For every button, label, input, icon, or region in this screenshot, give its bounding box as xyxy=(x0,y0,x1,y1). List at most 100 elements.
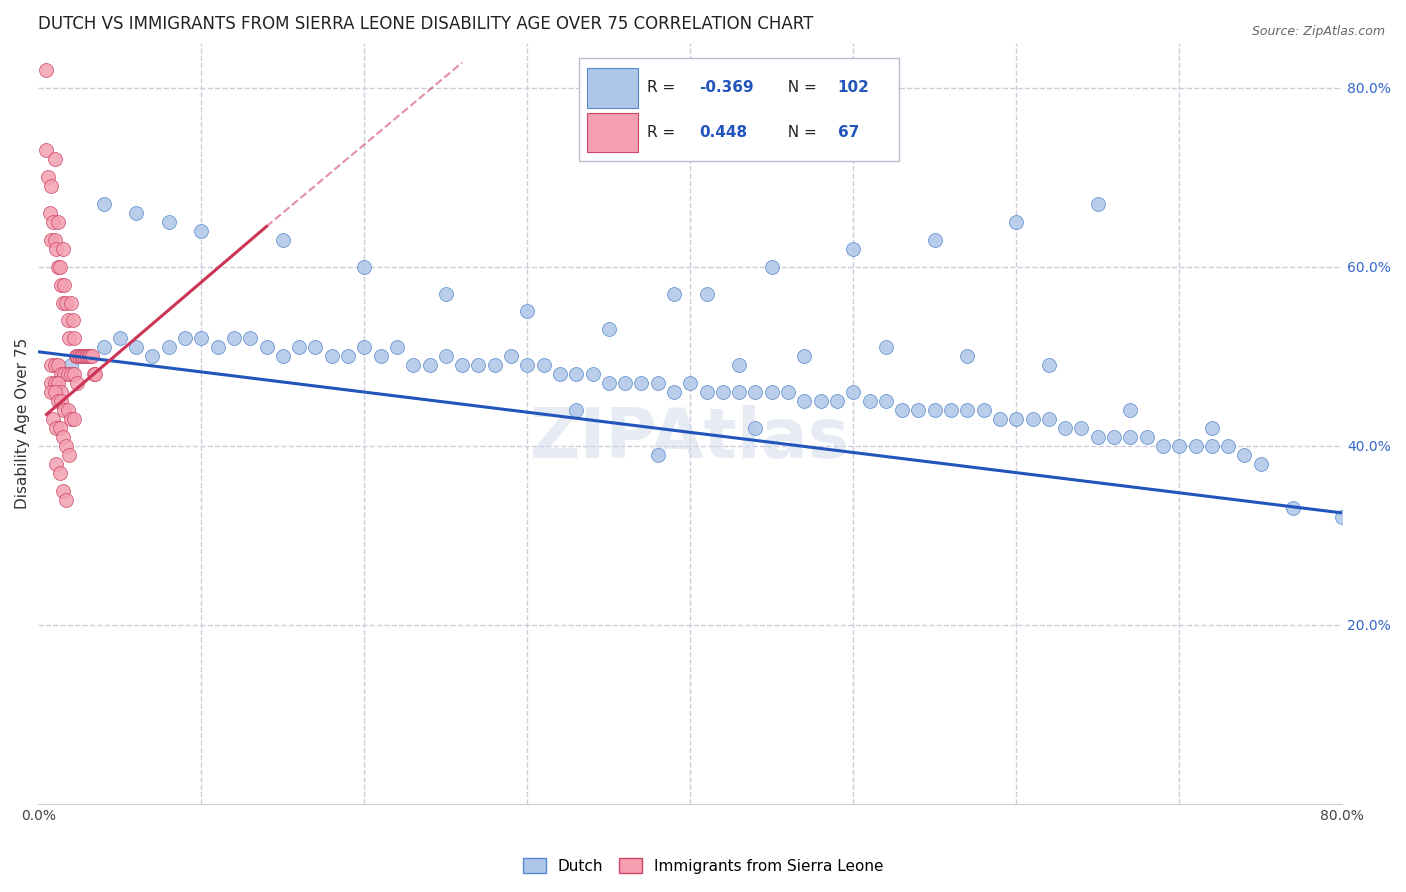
Point xyxy=(696,385,718,400)
Point xyxy=(52,242,75,256)
Point xyxy=(728,358,751,372)
Point xyxy=(75,349,97,363)
Point xyxy=(76,349,98,363)
Point xyxy=(66,376,89,391)
Point xyxy=(190,224,212,238)
Point xyxy=(858,394,880,409)
Point xyxy=(875,394,897,409)
Point xyxy=(370,349,392,363)
Point xyxy=(353,340,375,354)
Point xyxy=(924,233,946,247)
Point xyxy=(778,385,800,400)
Point xyxy=(55,492,77,507)
Point xyxy=(1005,215,1028,229)
Point xyxy=(46,215,69,229)
Point xyxy=(1282,501,1305,516)
Point xyxy=(973,403,995,417)
Point xyxy=(1054,421,1077,435)
Point xyxy=(35,144,58,158)
Point xyxy=(451,358,474,372)
Point xyxy=(44,153,66,167)
Point xyxy=(58,448,80,462)
Point xyxy=(1119,403,1142,417)
Point xyxy=(157,215,180,229)
Text: 102: 102 xyxy=(838,80,869,95)
Point xyxy=(83,367,105,381)
Point xyxy=(174,331,197,345)
Point xyxy=(53,367,76,381)
Point xyxy=(35,62,58,77)
Text: -0.369: -0.369 xyxy=(699,80,754,95)
Text: 67: 67 xyxy=(838,125,859,140)
Point xyxy=(48,466,70,480)
Point xyxy=(1184,439,1206,453)
Point xyxy=(337,349,360,363)
Point xyxy=(988,412,1011,426)
Point xyxy=(793,349,815,363)
Point xyxy=(793,394,815,409)
Point xyxy=(744,421,766,435)
Point xyxy=(875,340,897,354)
Point xyxy=(353,260,375,274)
Y-axis label: Disability Age Over 75: Disability Age Over 75 xyxy=(15,338,30,509)
Point xyxy=(59,412,82,426)
Point xyxy=(1087,430,1109,444)
Point xyxy=(565,403,588,417)
FancyBboxPatch shape xyxy=(588,68,638,108)
Point xyxy=(45,242,67,256)
Text: ZIPAtlas: ZIPAtlas xyxy=(530,405,851,472)
Point xyxy=(44,385,66,400)
Point xyxy=(924,403,946,417)
Point xyxy=(1136,430,1159,444)
Point xyxy=(41,385,63,400)
Point xyxy=(141,349,163,363)
Point xyxy=(533,358,555,372)
Point xyxy=(65,349,87,363)
Point xyxy=(207,340,229,354)
Point xyxy=(56,367,79,381)
Point xyxy=(56,403,79,417)
Point xyxy=(1102,430,1125,444)
Point xyxy=(53,277,76,292)
Point xyxy=(59,358,82,372)
Point xyxy=(956,349,979,363)
Point xyxy=(125,206,148,220)
Point xyxy=(761,385,783,400)
Point xyxy=(59,367,82,381)
FancyBboxPatch shape xyxy=(588,113,638,153)
Legend: Dutch, Immigrants from Sierra Leone: Dutch, Immigrants from Sierra Leone xyxy=(516,852,890,880)
Point xyxy=(434,286,457,301)
Point xyxy=(49,385,72,400)
Point xyxy=(42,412,65,426)
Point xyxy=(72,349,94,363)
Point xyxy=(42,215,65,229)
Point xyxy=(662,385,685,400)
Point xyxy=(728,385,751,400)
Point xyxy=(484,358,506,372)
Text: N =: N = xyxy=(778,80,821,95)
Point xyxy=(565,367,588,381)
Point xyxy=(679,376,702,391)
Point xyxy=(45,421,67,435)
Point xyxy=(52,430,75,444)
Point xyxy=(1201,439,1223,453)
Point xyxy=(1070,421,1092,435)
Point xyxy=(598,376,620,391)
Point xyxy=(1119,430,1142,444)
Point xyxy=(77,349,100,363)
Point xyxy=(614,376,637,391)
Point xyxy=(711,385,734,400)
Point xyxy=(49,277,72,292)
Point xyxy=(1331,510,1354,524)
Point xyxy=(52,483,75,498)
Text: DUTCH VS IMMIGRANTS FROM SIERRA LEONE DISABILITY AGE OVER 75 CORRELATION CHART: DUTCH VS IMMIGRANTS FROM SIERRA LEONE DI… xyxy=(38,15,814,33)
Point xyxy=(56,313,79,327)
Point xyxy=(548,367,571,381)
Point xyxy=(45,457,67,471)
Point xyxy=(1038,358,1060,372)
Point xyxy=(48,421,70,435)
Point xyxy=(418,358,440,372)
Point xyxy=(744,385,766,400)
Point xyxy=(1021,412,1043,426)
Text: R =: R = xyxy=(647,80,681,95)
